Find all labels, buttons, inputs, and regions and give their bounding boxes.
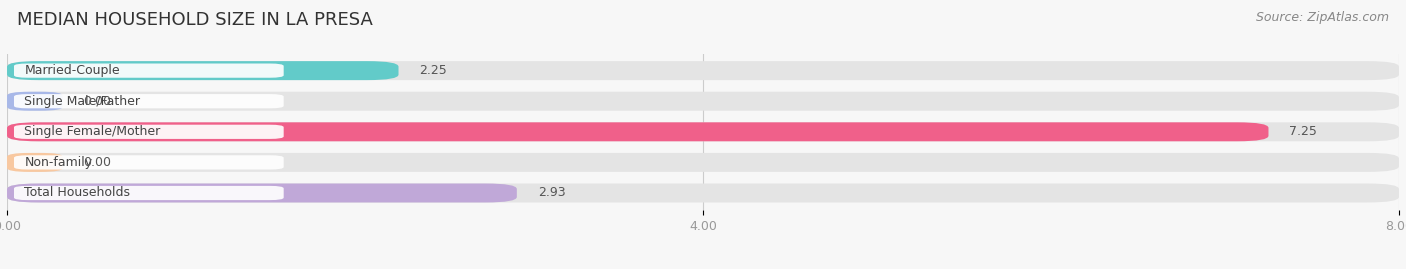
Text: Single Male/Father: Single Male/Father [24,95,141,108]
Text: Total Households: Total Households [24,186,131,200]
FancyBboxPatch shape [7,122,1399,141]
FancyBboxPatch shape [14,186,284,200]
Text: 2.25: 2.25 [419,64,447,77]
FancyBboxPatch shape [7,153,1399,172]
Text: Single Female/Mother: Single Female/Mother [24,125,160,138]
FancyBboxPatch shape [14,63,284,78]
FancyBboxPatch shape [7,122,1268,141]
FancyBboxPatch shape [14,155,284,169]
Text: 2.93: 2.93 [537,186,565,200]
Text: 7.25: 7.25 [1289,125,1317,138]
FancyBboxPatch shape [7,92,1399,111]
FancyBboxPatch shape [7,92,63,111]
FancyBboxPatch shape [7,153,63,172]
FancyBboxPatch shape [14,125,284,139]
FancyBboxPatch shape [7,183,517,203]
Text: MEDIAN HOUSEHOLD SIZE IN LA PRESA: MEDIAN HOUSEHOLD SIZE IN LA PRESA [17,11,373,29]
FancyBboxPatch shape [14,94,284,108]
Text: 0.00: 0.00 [83,95,111,108]
Text: Married-Couple: Married-Couple [24,64,120,77]
FancyBboxPatch shape [7,183,1399,203]
FancyBboxPatch shape [7,61,1399,80]
Text: 0.00: 0.00 [83,156,111,169]
FancyBboxPatch shape [7,61,398,80]
Text: Non-family: Non-family [24,156,93,169]
Text: Source: ZipAtlas.com: Source: ZipAtlas.com [1256,11,1389,24]
